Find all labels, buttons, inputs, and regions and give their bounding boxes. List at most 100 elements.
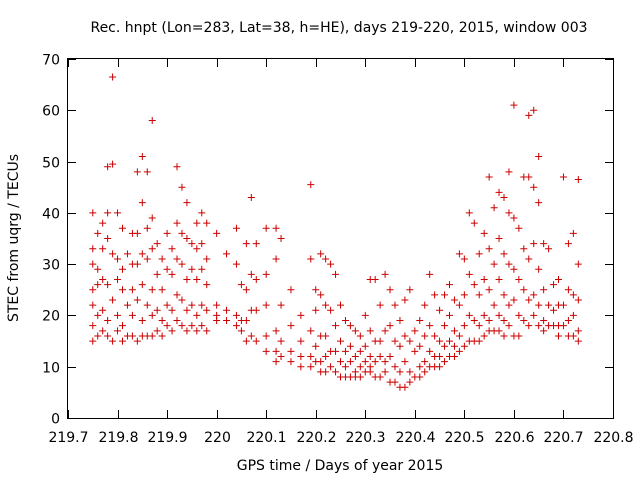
- data-point: [450, 352, 458, 360]
- data-point: [460, 342, 468, 350]
- data-point: [287, 322, 295, 330]
- data-point: [138, 152, 146, 160]
- data-point: [555, 332, 562, 340]
- data-point: [198, 265, 206, 273]
- data-point: [99, 245, 107, 253]
- data-point: [297, 337, 305, 345]
- data-point: [475, 250, 483, 258]
- data-point: [178, 229, 186, 237]
- y-axis-label: STEC from uqrg / TECUs: [6, 154, 22, 322]
- data-point: [436, 363, 444, 371]
- data-point: [465, 311, 473, 319]
- data-point: [173, 163, 181, 171]
- data-point: [535, 322, 543, 330]
- data-point: [153, 306, 161, 314]
- data-point: [525, 173, 533, 181]
- data-point: [421, 368, 429, 376]
- data-point: [104, 209, 112, 217]
- data-point: [460, 322, 468, 330]
- data-point: [168, 245, 176, 253]
- data-point: [426, 347, 434, 355]
- data-point: [203, 306, 211, 314]
- data-point: [193, 219, 201, 227]
- data-point: [104, 317, 112, 325]
- data-point: [337, 337, 344, 345]
- data-point: [500, 332, 508, 340]
- data-point: [322, 352, 330, 360]
- data-point: [396, 317, 404, 325]
- plot-frame: [67, 58, 614, 419]
- data-point: [104, 332, 112, 340]
- data-point: [104, 281, 112, 289]
- data-point: [351, 352, 359, 360]
- data-point: [470, 281, 478, 289]
- data-point: [530, 240, 538, 248]
- data-point: [307, 255, 315, 263]
- data-point: [183, 235, 191, 242]
- data-point: [450, 296, 458, 304]
- data-point: [500, 193, 508, 201]
- data-point: [119, 224, 126, 232]
- data-point: [193, 327, 201, 335]
- data-point: [119, 286, 126, 294]
- data-point: [520, 245, 528, 253]
- y-tick-label: 40: [42, 207, 60, 223]
- data-point: [203, 281, 211, 289]
- data-point: [143, 255, 151, 263]
- data-point: [406, 378, 414, 386]
- data-point: [242, 240, 250, 248]
- data-point: [168, 306, 176, 314]
- data-point: [307, 327, 315, 335]
- data-point: [490, 204, 498, 212]
- x-axis-label: GPS time / Days of year 2015: [237, 458, 444, 474]
- data-point: [143, 168, 151, 176]
- data-point: [148, 332, 156, 340]
- x-tick-label: 220.1: [246, 430, 286, 446]
- y-tick-label: 0: [51, 412, 60, 428]
- data-point: [386, 322, 394, 330]
- data-point: [555, 276, 562, 284]
- data-point: [109, 337, 117, 345]
- data-point: [198, 322, 206, 330]
- data-point: [470, 219, 478, 227]
- x-tick-label: 220.4: [395, 430, 435, 446]
- data-point: [525, 296, 533, 304]
- data-point: [351, 327, 359, 335]
- data-point: [564, 317, 572, 325]
- data-point: [327, 306, 335, 314]
- data-point: [559, 173, 567, 181]
- data-point: [569, 332, 577, 340]
- data-point: [188, 322, 196, 330]
- data-point: [133, 168, 141, 176]
- data-point: [277, 301, 285, 309]
- data-point: [381, 327, 389, 335]
- data-point: [148, 117, 156, 125]
- data-point: [391, 378, 399, 386]
- data-point: [455, 250, 463, 258]
- data-point: [94, 229, 102, 237]
- data-point: [574, 327, 582, 335]
- data-point: [510, 265, 518, 273]
- data-point: [540, 317, 548, 325]
- data-point: [431, 291, 439, 299]
- data-point: [272, 347, 280, 355]
- x-tick-label: 220: [204, 430, 231, 446]
- data-point: [163, 265, 171, 273]
- data-point: [138, 199, 146, 207]
- data-point: [510, 214, 518, 222]
- data-point: [133, 337, 141, 345]
- data-point: [535, 265, 543, 273]
- data-point: [99, 276, 107, 284]
- data-point: [312, 342, 320, 350]
- data-point: [223, 250, 231, 258]
- data-point: [262, 332, 270, 340]
- data-point: [416, 342, 424, 350]
- data-point: [525, 322, 533, 330]
- data-point: [94, 281, 102, 289]
- data-point: [332, 270, 340, 278]
- data-point: [89, 322, 97, 330]
- data-point: [495, 188, 503, 196]
- data-point: [356, 373, 364, 381]
- data-point: [569, 229, 577, 237]
- data-point: [312, 306, 320, 314]
